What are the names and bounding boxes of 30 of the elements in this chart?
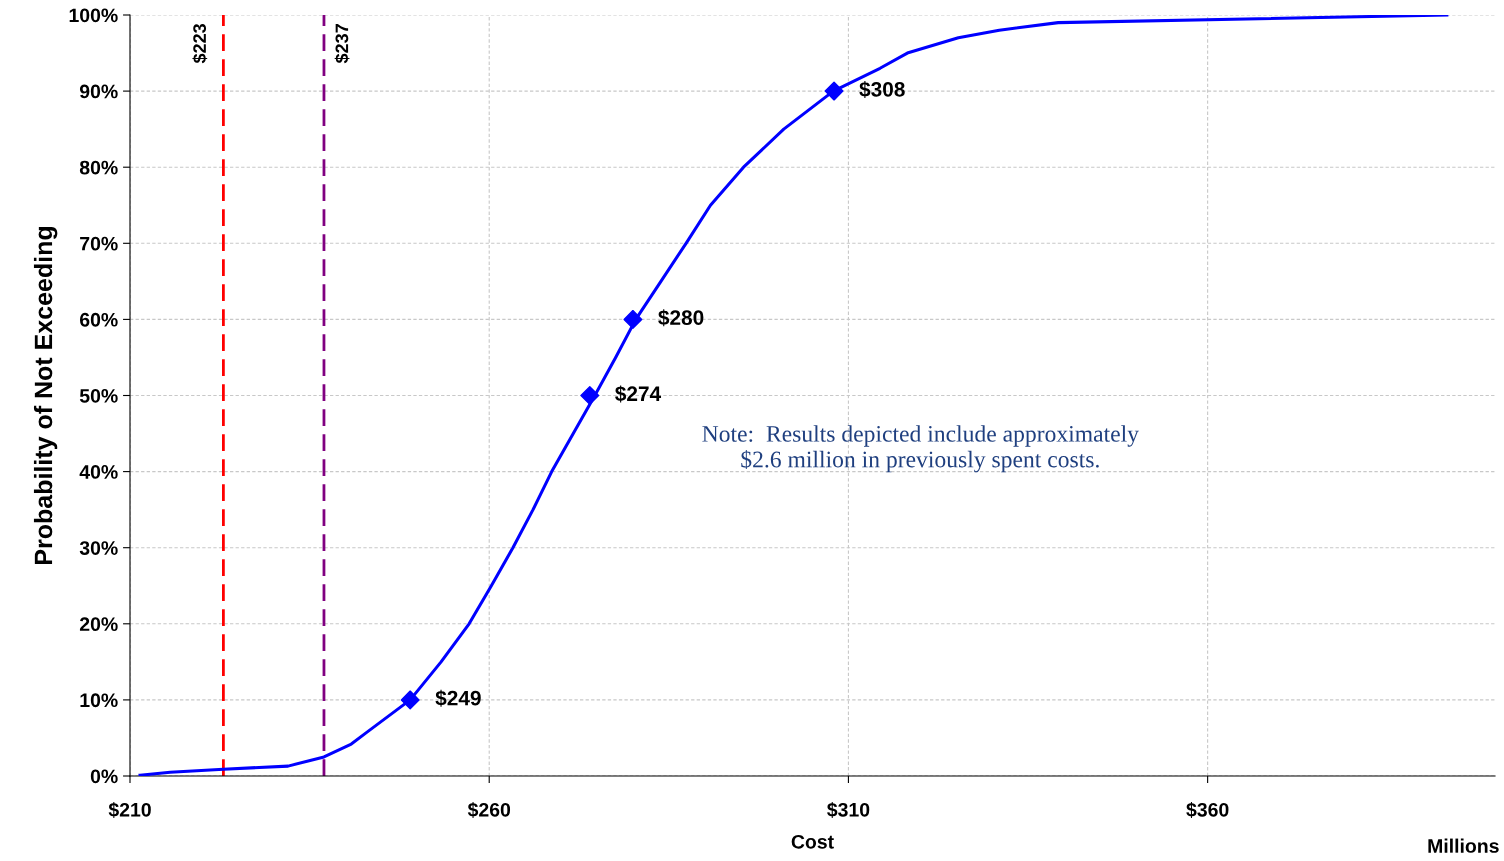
y-tick-label: 10% [80, 693, 118, 708]
x-tick-label: $260 [467, 802, 511, 818]
annotation: $274 [615, 385, 662, 403]
y-tick-label: 80% [79, 160, 118, 175]
x-axis-title: Cost [791, 834, 834, 849]
x-tick-label: $310 [827, 802, 870, 818]
y-tick-label: 100% [69, 8, 118, 23]
point [580, 386, 600, 405]
annotation: Note: Results depicted include approximately $2.6 million in previously spent costs. [702, 425, 1139, 473]
y-tick-label: 20% [79, 617, 118, 632]
y-axis-title: Probability of Not Exceeding [33, 227, 58, 564]
annotation: $249 [435, 689, 481, 707]
point [623, 309, 643, 329]
y-tick-label: 90% [79, 84, 118, 99]
x-tick-label: $210 [108, 802, 151, 818]
ref-line-label: $237 [334, 24, 350, 64]
point [824, 81, 844, 101]
ref-line-label: $223 [192, 23, 208, 64]
annotation: $308 [859, 81, 905, 99]
point [400, 690, 420, 710]
x-tick-label: $360 [1186, 802, 1229, 818]
y-tick-label: 50% [79, 388, 118, 403]
y-tick-label: 30% [79, 541, 118, 555]
y-tick-label: 0% [90, 769, 118, 784]
y-tick-label: 60% [79, 312, 118, 327]
text: Millions [1428, 838, 1499, 853]
y-tick-label: 40% [79, 465, 118, 479]
line-series [138, 15, 1449, 776]
annotation: $280 [658, 309, 704, 327]
y-tick-label: 70% [80, 236, 118, 251]
